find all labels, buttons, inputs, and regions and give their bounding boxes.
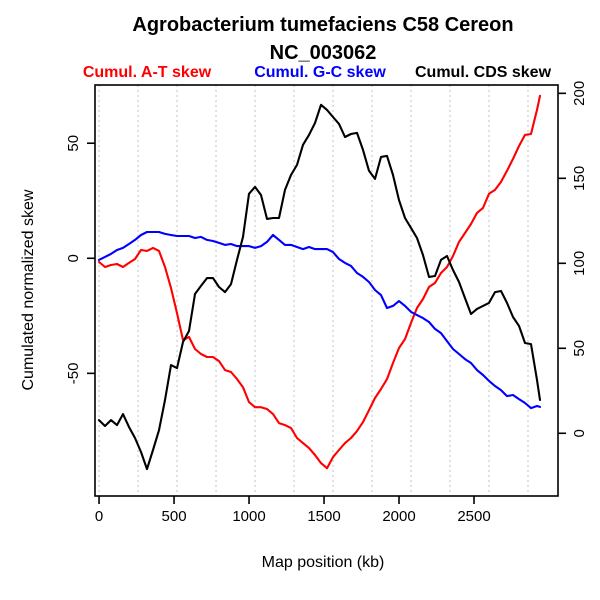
x-tick-label: 2000 [382,508,415,525]
legend-item-at-skew: Cumul. A-T skew [82,64,212,81]
series-line-cumul-cds-skew [97,103,542,471]
x-tick-label: 0 [95,508,103,525]
y-right-tick-label: 50 [571,340,588,357]
x-tick-label: 1500 [307,508,340,525]
chart-subtitle: NC_003062 [269,42,377,64]
series-line-cumul-g-c-skew [97,230,542,410]
y-right-tick-label: 100 [571,251,588,276]
y-left-tick-label: 0 [65,254,82,262]
chart-title: Agrobacterium tumefaciens C58 Cereon [132,14,514,36]
y-right-tick-label: 0 [571,429,588,437]
y-left-tick-label: 50 [65,135,82,152]
y-left-tick-label: -50 [65,363,82,385]
x-tick-label: 2500 [457,508,490,525]
x-tick-label: 500 [162,508,187,525]
legend-item-gc-skew: Cumul. G-C skew [254,64,386,81]
plot-border [94,84,559,497]
legend-item-cds-skew: Cumul. CDS skew [414,64,552,81]
series-line-cumul-a-t-skew [97,94,542,470]
y-right-tick-label: 200 [571,81,588,106]
x-tick-label: 1000 [232,508,265,525]
x-axis-label: Map position (kb) [261,554,385,571]
y-right-tick-label: 150 [571,166,588,191]
